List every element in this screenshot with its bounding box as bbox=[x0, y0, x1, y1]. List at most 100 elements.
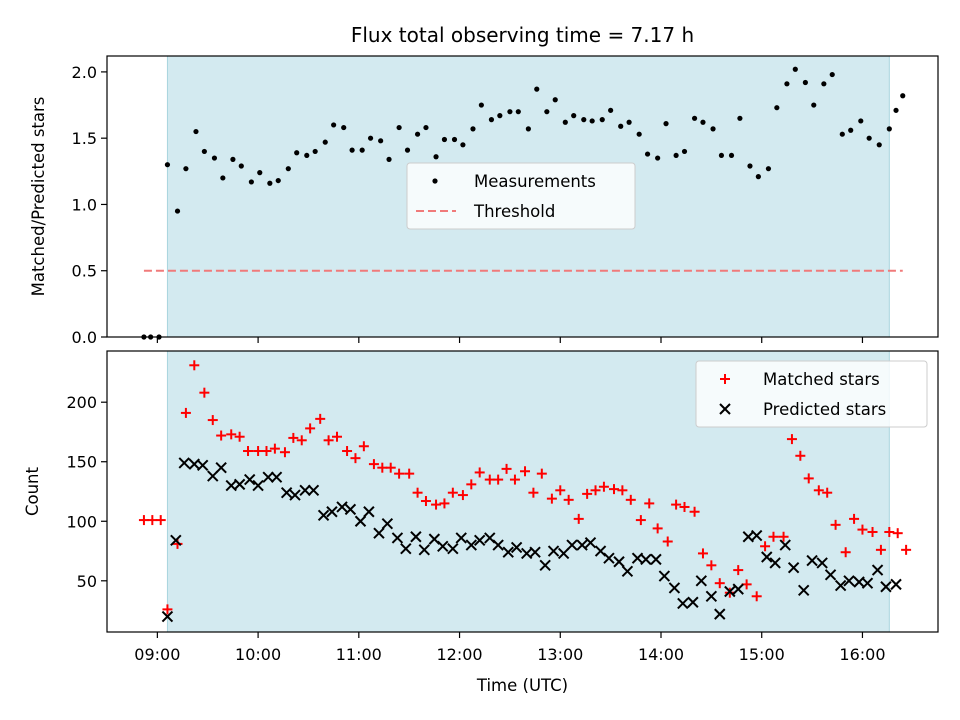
predicted-star-point bbox=[695, 575, 707, 587]
matched-star-point bbox=[679, 501, 690, 512]
matched-star-point bbox=[279, 447, 290, 458]
matched-star-point bbox=[635, 515, 646, 526]
predicted-star-point bbox=[354, 515, 367, 527]
predicted-star-point bbox=[410, 531, 422, 543]
matched-star-point bbox=[368, 459, 379, 470]
chart-title: Flux total observing time = 7.17 h bbox=[351, 23, 694, 47]
matched-star-point bbox=[226, 429, 237, 440]
predicted-star-point bbox=[677, 597, 689, 610]
measurement-point bbox=[304, 152, 310, 159]
predicted-star-point bbox=[658, 570, 671, 582]
matched-star-point bbox=[261, 446, 272, 457]
measurement-point bbox=[802, 79, 808, 86]
measurement-point bbox=[414, 131, 421, 137]
predicted-star-point bbox=[178, 457, 190, 469]
predicted-star-point bbox=[233, 478, 246, 491]
matched-star-point bbox=[598, 481, 609, 492]
matched-star-point bbox=[431, 499, 442, 510]
predicted-star-point bbox=[391, 532, 404, 544]
predicted-star-point bbox=[880, 581, 892, 593]
measurement-point bbox=[396, 124, 402, 131]
measurement-point bbox=[893, 107, 899, 113]
matched-star-point bbox=[857, 524, 868, 535]
top-y-tick-label: 1.5 bbox=[72, 129, 97, 148]
matched-star-point bbox=[138, 515, 149, 526]
measurement-point bbox=[718, 152, 725, 159]
top-y-axis-label: Matched/Predicted stars bbox=[29, 97, 48, 297]
bottom-legend: Matched stars Predicted stars bbox=[695, 360, 928, 428]
matched-star-point bbox=[563, 494, 574, 505]
measurement-point bbox=[367, 135, 374, 141]
matched-star-point bbox=[509, 474, 520, 485]
x-tick-label: 10:00 bbox=[235, 645, 281, 664]
matched-star-point bbox=[697, 548, 708, 559]
predicted-star-point bbox=[650, 553, 662, 566]
matched-star-point bbox=[689, 506, 700, 517]
predicted-star-point bbox=[621, 565, 634, 577]
predicted-star-point bbox=[437, 540, 449, 552]
predicted-star-point bbox=[613, 556, 625, 568]
matched-star-point bbox=[536, 468, 547, 479]
measurement-point bbox=[164, 162, 171, 168]
predicted-star-point bbox=[207, 470, 219, 482]
bottom-y-tick-label: 150 bbox=[66, 453, 97, 472]
measurement-point bbox=[589, 118, 595, 124]
predicted-star-point bbox=[714, 608, 726, 620]
predicted-star-point bbox=[547, 545, 560, 557]
predicted-star-point bbox=[447, 542, 459, 555]
measurement-point bbox=[626, 119, 632, 125]
x-tick-label: 11:00 bbox=[336, 645, 382, 664]
measurement-point bbox=[183, 166, 189, 172]
predicted-star-point bbox=[381, 517, 394, 530]
matched-star-point bbox=[162, 604, 173, 615]
predicted-star-point bbox=[252, 479, 264, 492]
measurement-point bbox=[839, 131, 845, 137]
measurement-point bbox=[663, 120, 669, 127]
x-axis-label: Time (UTC) bbox=[476, 676, 568, 695]
measurement-point bbox=[755, 174, 761, 180]
matched-star-point bbox=[786, 434, 797, 445]
measurement-point bbox=[821, 81, 827, 87]
measurement-point bbox=[359, 147, 365, 153]
predicted-star-point bbox=[307, 484, 320, 497]
matched-star-point bbox=[555, 485, 566, 496]
measurement-point bbox=[829, 71, 835, 78]
matched-star-point bbox=[234, 431, 245, 442]
predicted-star-point bbox=[603, 552, 615, 564]
matched-star-point bbox=[457, 490, 468, 501]
predicted-star-point bbox=[584, 536, 597, 549]
predicted-star-point bbox=[871, 564, 884, 576]
matched-star-point bbox=[439, 498, 450, 509]
measurement-point bbox=[349, 147, 355, 153]
measurement-point bbox=[525, 126, 531, 132]
measurement-point bbox=[441, 136, 448, 143]
matched-star-point bbox=[269, 443, 280, 454]
top-legend: Measurements Threshold bbox=[406, 162, 636, 230]
measurement-point bbox=[737, 115, 743, 121]
measurement-point bbox=[681, 148, 688, 155]
matched-star-point bbox=[394, 468, 405, 479]
predicted-star-point bbox=[566, 539, 578, 551]
legend-label-predicted: Predicted stars bbox=[763, 400, 886, 419]
predicted-star-point bbox=[473, 534, 486, 547]
top-legend-box bbox=[406, 162, 636, 230]
legend-label-matched: Matched stars bbox=[763, 370, 880, 389]
predicted-star-point bbox=[344, 503, 357, 516]
matched-star-point bbox=[840, 547, 851, 558]
measurement-point bbox=[478, 102, 484, 108]
measurement-point bbox=[644, 151, 651, 157]
measurement-point bbox=[248, 179, 254, 185]
measurement-point bbox=[386, 156, 392, 162]
predicted-star-point bbox=[687, 596, 699, 608]
matched-star-point bbox=[350, 453, 361, 464]
matched-star-point bbox=[331, 431, 342, 442]
top-y-tick-label: 0.0 bbox=[72, 328, 97, 347]
matched-star-point bbox=[385, 462, 396, 473]
measurement-point bbox=[267, 180, 273, 186]
matched-star-point bbox=[617, 485, 628, 496]
measurement-point bbox=[900, 93, 906, 99]
x-tick-label: 13:00 bbox=[537, 645, 583, 664]
predicted-star-point bbox=[317, 509, 330, 522]
legend-x-glyph bbox=[719, 403, 731, 415]
